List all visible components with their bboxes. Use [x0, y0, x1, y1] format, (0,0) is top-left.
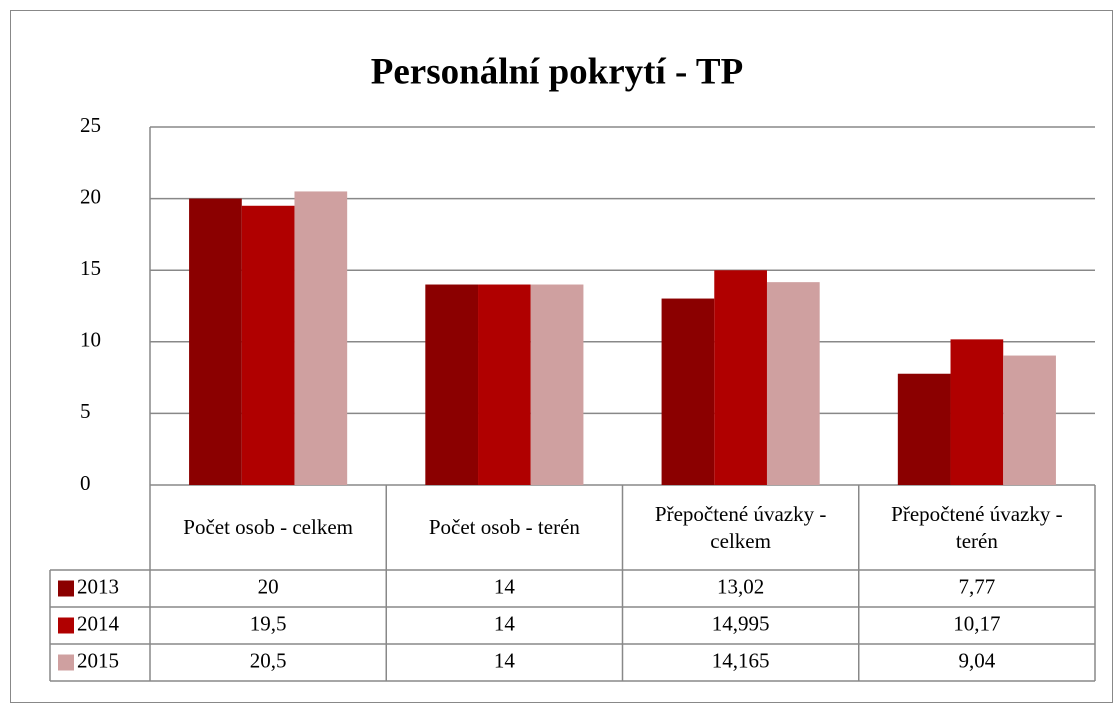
chart-title: Personální pokrytí - TP [371, 51, 743, 92]
bar [950, 339, 1004, 485]
legend-swatch [58, 617, 74, 634]
legend-label: 2015 [77, 648, 119, 672]
data-label: 14 [494, 648, 516, 672]
bar [897, 373, 951, 485]
data-label: 14,165 [712, 648, 770, 672]
y-tick-label: 15 [80, 256, 101, 280]
y-tick-label: 5 [80, 399, 91, 423]
bar [189, 198, 242, 485]
bar [241, 205, 295, 485]
data-label: 14 [494, 611, 516, 635]
data-label: 9,04 [959, 648, 996, 672]
data-label: 13,02 [717, 574, 764, 598]
bar [1003, 355, 1056, 485]
x-tick-label: Počet osob - celkem [183, 515, 353, 540]
category-cell: Přepočtené úvazky - terén [891, 502, 1063, 553]
x-tick-label: Přepočtené úvazky - terén [891, 502, 1063, 553]
y-tick-label: 10 [80, 328, 101, 352]
x-tick-label: Přepočtené úvazky - celkem [654, 502, 827, 553]
legend-swatch [58, 654, 74, 671]
category-cell: Počet osob - celkem [183, 515, 353, 540]
data-label: 20,5 [250, 648, 287, 672]
bar [714, 270, 767, 485]
category-cell: Přepočtené úvazky - celkem [654, 502, 827, 553]
bar [478, 284, 531, 485]
bar [425, 284, 479, 485]
bar [294, 191, 348, 485]
data-label: 14,995 [712, 611, 770, 635]
category-cell: Počet osob - terén [428, 515, 580, 540]
data-label: 20 [258, 574, 279, 598]
legend-label: 2013 [77, 574, 119, 598]
bar [661, 298, 715, 485]
data-label: 14 [494, 574, 516, 598]
legend-label: 2014 [77, 611, 120, 635]
data-label: 19,5 [250, 611, 287, 635]
bar [766, 282, 820, 485]
data-label: 7,77 [959, 574, 996, 598]
data-label: 10,17 [953, 611, 1000, 635]
y-tick-label: 25 [80, 113, 101, 137]
x-tick-label: Počet osob - terén [428, 515, 580, 540]
legend-swatch [58, 580, 74, 597]
bar [530, 284, 584, 485]
y-tick-label: 20 [80, 184, 101, 208]
y-tick-label: 0 [80, 471, 91, 495]
